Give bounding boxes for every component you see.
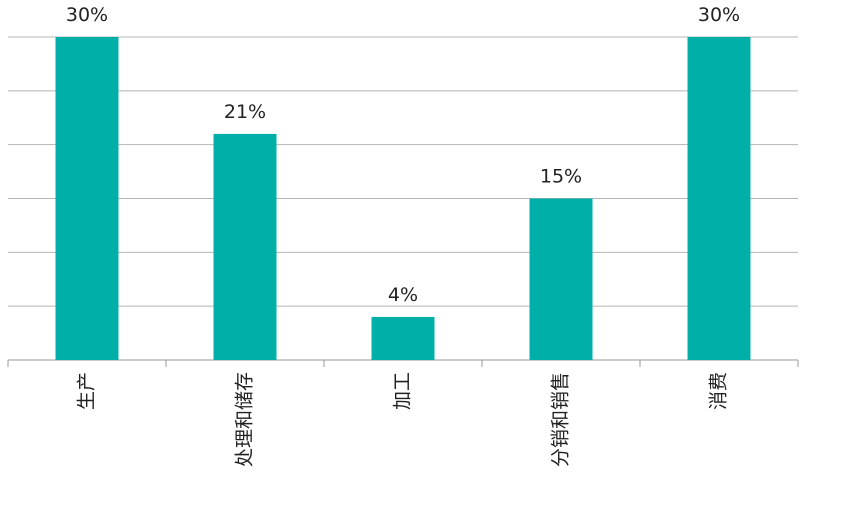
bar: [529, 198, 593, 360]
x-tick-label: 消费: [708, 372, 730, 410]
bar: [213, 133, 277, 360]
x-tick-label: 加工: [392, 372, 414, 410]
x-tick-label: 分销和销售: [550, 372, 572, 467]
value-label: 4%: [388, 284, 418, 306]
bar: [371, 316, 435, 360]
bar: [55, 37, 119, 360]
value-label: 30%: [66, 4, 108, 26]
value-label: 30%: [698, 4, 740, 26]
value-label: 21%: [224, 101, 266, 123]
x-tick-label: 处理和储存: [234, 372, 256, 467]
x-tick-label: 生产: [76, 372, 98, 410]
bar: [687, 37, 751, 360]
value-label: 15%: [540, 166, 582, 188]
